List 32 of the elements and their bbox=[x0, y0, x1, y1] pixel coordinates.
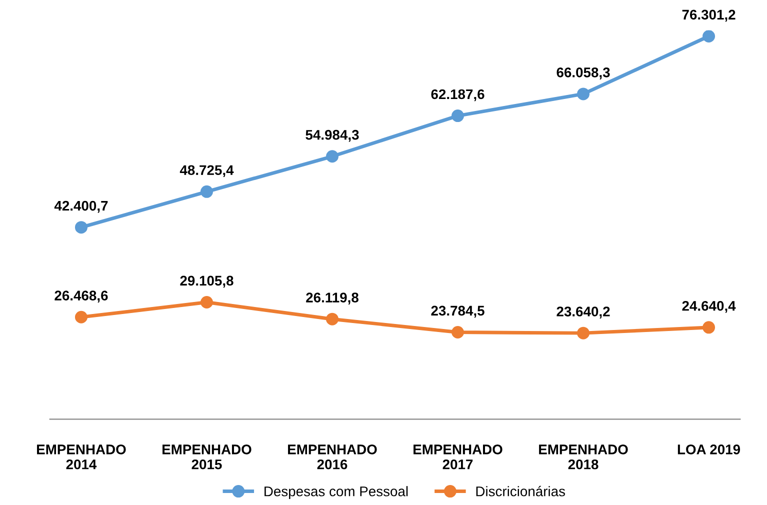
point bbox=[74, 221, 88, 234]
x-tick-label: EMPENHADO 2014 bbox=[37, 444, 126, 470]
x-tick-label: EMPENHADO 2016 bbox=[288, 444, 377, 470]
point bbox=[702, 321, 716, 334]
point bbox=[452, 326, 464, 339]
data-label: 66.058,3 bbox=[556, 68, 610, 80]
point bbox=[200, 185, 213, 198]
data-label: 42.400,7 bbox=[54, 200, 108, 213]
x-tick-label: EMPENHADO 2017 bbox=[414, 444, 502, 470]
data-label: 23.640,2 bbox=[556, 306, 610, 318]
data-label: 26.468,6 bbox=[54, 290, 108, 303]
x-tick-label: LOA 2019 bbox=[678, 444, 740, 454]
x-tick-label: EMPENHADO 2015 bbox=[162, 444, 252, 470]
point bbox=[702, 30, 716, 42]
data-label: 54.984,3 bbox=[306, 130, 359, 142]
point bbox=[326, 150, 338, 163]
x-tick-label: EMPENHADO 2018 bbox=[539, 444, 628, 470]
legend-label: Discricionárias bbox=[476, 486, 565, 496]
data-label: 23.784,5 bbox=[431, 306, 484, 318]
data-label: 62.187,6 bbox=[431, 89, 484, 102]
legend-label: Despesas com Pessoal bbox=[264, 486, 408, 500]
data-label: 48.725,4 bbox=[180, 165, 234, 178]
point bbox=[200, 296, 213, 309]
point bbox=[577, 326, 590, 340]
point bbox=[577, 88, 590, 100]
data-label: 76.301,2 bbox=[682, 10, 736, 22]
point bbox=[326, 312, 338, 326]
data-label: 24.640,4 bbox=[682, 300, 736, 313]
point bbox=[74, 310, 88, 324]
data-label: 26.119,8 bbox=[306, 292, 358, 304]
data-label: 29.105,8 bbox=[180, 276, 234, 288]
point bbox=[452, 110, 464, 122]
